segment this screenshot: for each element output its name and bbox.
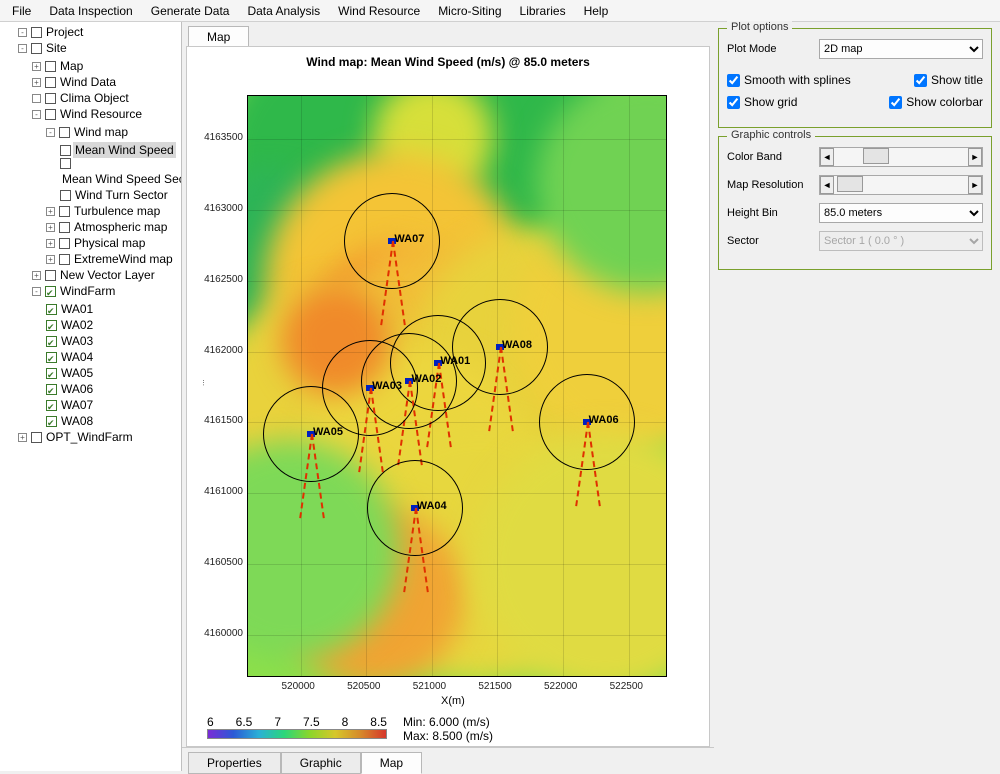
right-panel: Plot options Plot Mode 2D map Smooth wit… [714,22,1000,771]
ytick: 4162000 [187,345,243,356]
menu-data-inspection[interactable]: Data Inspection [41,2,140,20]
ytick: 4160000 [187,628,243,639]
show-colorbar-label: Show colorbar [906,95,983,109]
wind-map-plot[interactable]: WA07WA08WA01WA02WA03WA06WA05WA04 [247,95,667,677]
ytick: 4160500 [187,557,243,568]
plot-options-title: Plot options [727,21,792,33]
ytick: 4161000 [187,486,243,497]
smooth-label: Smooth with splines [744,73,851,87]
menu-generate-data[interactable]: Generate Data [143,2,238,20]
menu-help[interactable]: Help [576,2,617,20]
xtick: 520500 [347,681,380,692]
menubar: FileData InspectionGenerate DataData Ana… [0,0,1000,22]
color-band-slider[interactable]: ◄► [819,147,983,167]
center-panel: Map Wind map: Mean Wind Speed (m/s) @ 85… [182,22,714,771]
height-bin-label: Height Bin [727,207,813,219]
y-axis-label: ... [197,379,206,386]
sector-label: Sector [727,235,813,247]
smooth-checkbox[interactable] [727,74,740,87]
map-area[interactable]: Wind map: Mean Wind Speed (m/s) @ 85.0 m… [186,46,710,747]
xtick: 521500 [478,681,511,692]
xtick: 522500 [610,681,643,692]
plot-mode-label: Plot Mode [727,43,813,55]
colorbar: 66.577.588.5 Min: 6.000 (m/s) Max: 8.500… [207,715,493,743]
show-grid-checkbox[interactable] [727,96,740,109]
show-title-checkbox[interactable] [914,74,927,87]
graphic-controls-group: Graphic controls Color Band ◄► Map Resol… [718,136,992,270]
tab-strip-top: Map [182,22,714,46]
turbine-label-WA05: WA05 [313,426,343,438]
menu-file[interactable]: File [4,2,39,20]
menu-data-analysis[interactable]: Data Analysis [239,2,328,20]
colorbar-max: Max: 8.500 (m/s) [403,729,493,743]
turbine-label-WA04: WA04 [417,500,447,512]
x-axis-label: X(m) [441,695,465,707]
xtick: 522000 [544,681,577,692]
map-res-slider[interactable]: ◄► [819,175,983,195]
show-grid-label: Show grid [744,95,797,109]
plot-options-group: Plot options Plot Mode 2D map Smooth wit… [718,28,992,128]
menu-wind-resource[interactable]: Wind Resource [330,2,428,20]
tab-strip-bottom: PropertiesGraphicMap [182,747,714,771]
ytick: 4162500 [187,274,243,285]
map-res-label: Map Resolution [727,179,813,191]
chart-title: Wind map: Mean Wind Speed (m/s) @ 85.0 m… [187,47,709,73]
color-band-label: Color Band [727,151,813,163]
tab-map-top[interactable]: Map [188,26,249,48]
ytick: 4161500 [187,415,243,426]
turbine-label-WA08: WA08 [502,339,532,351]
turbine-label-WA07: WA07 [394,233,424,245]
xtick: 520000 [282,681,315,692]
turbine-label-WA03: WA03 [372,380,402,392]
turbine-label-WA06: WA06 [589,414,619,426]
plot-mode-select[interactable]: 2D map [819,39,983,59]
colorbar-min: Min: 6.000 (m/s) [403,715,493,729]
show-colorbar-checkbox[interactable] [889,96,902,109]
height-bin-select[interactable]: 85.0 meters [819,203,983,223]
project-tree[interactable]: -Project-Site+Map+Wind DataClima Object-… [0,22,182,771]
graphic-controls-title: Graphic controls [727,129,815,141]
ytick: 4163500 [187,132,243,143]
menu-micro-siting[interactable]: Micro-Siting [430,2,509,20]
xtick: 521000 [413,681,446,692]
show-title-label: Show title [931,73,983,87]
sector-select: Sector 1 ( 0.0 ° ) [819,231,983,251]
ytick: 4163000 [187,203,243,214]
menu-libraries[interactable]: Libraries [512,2,574,20]
